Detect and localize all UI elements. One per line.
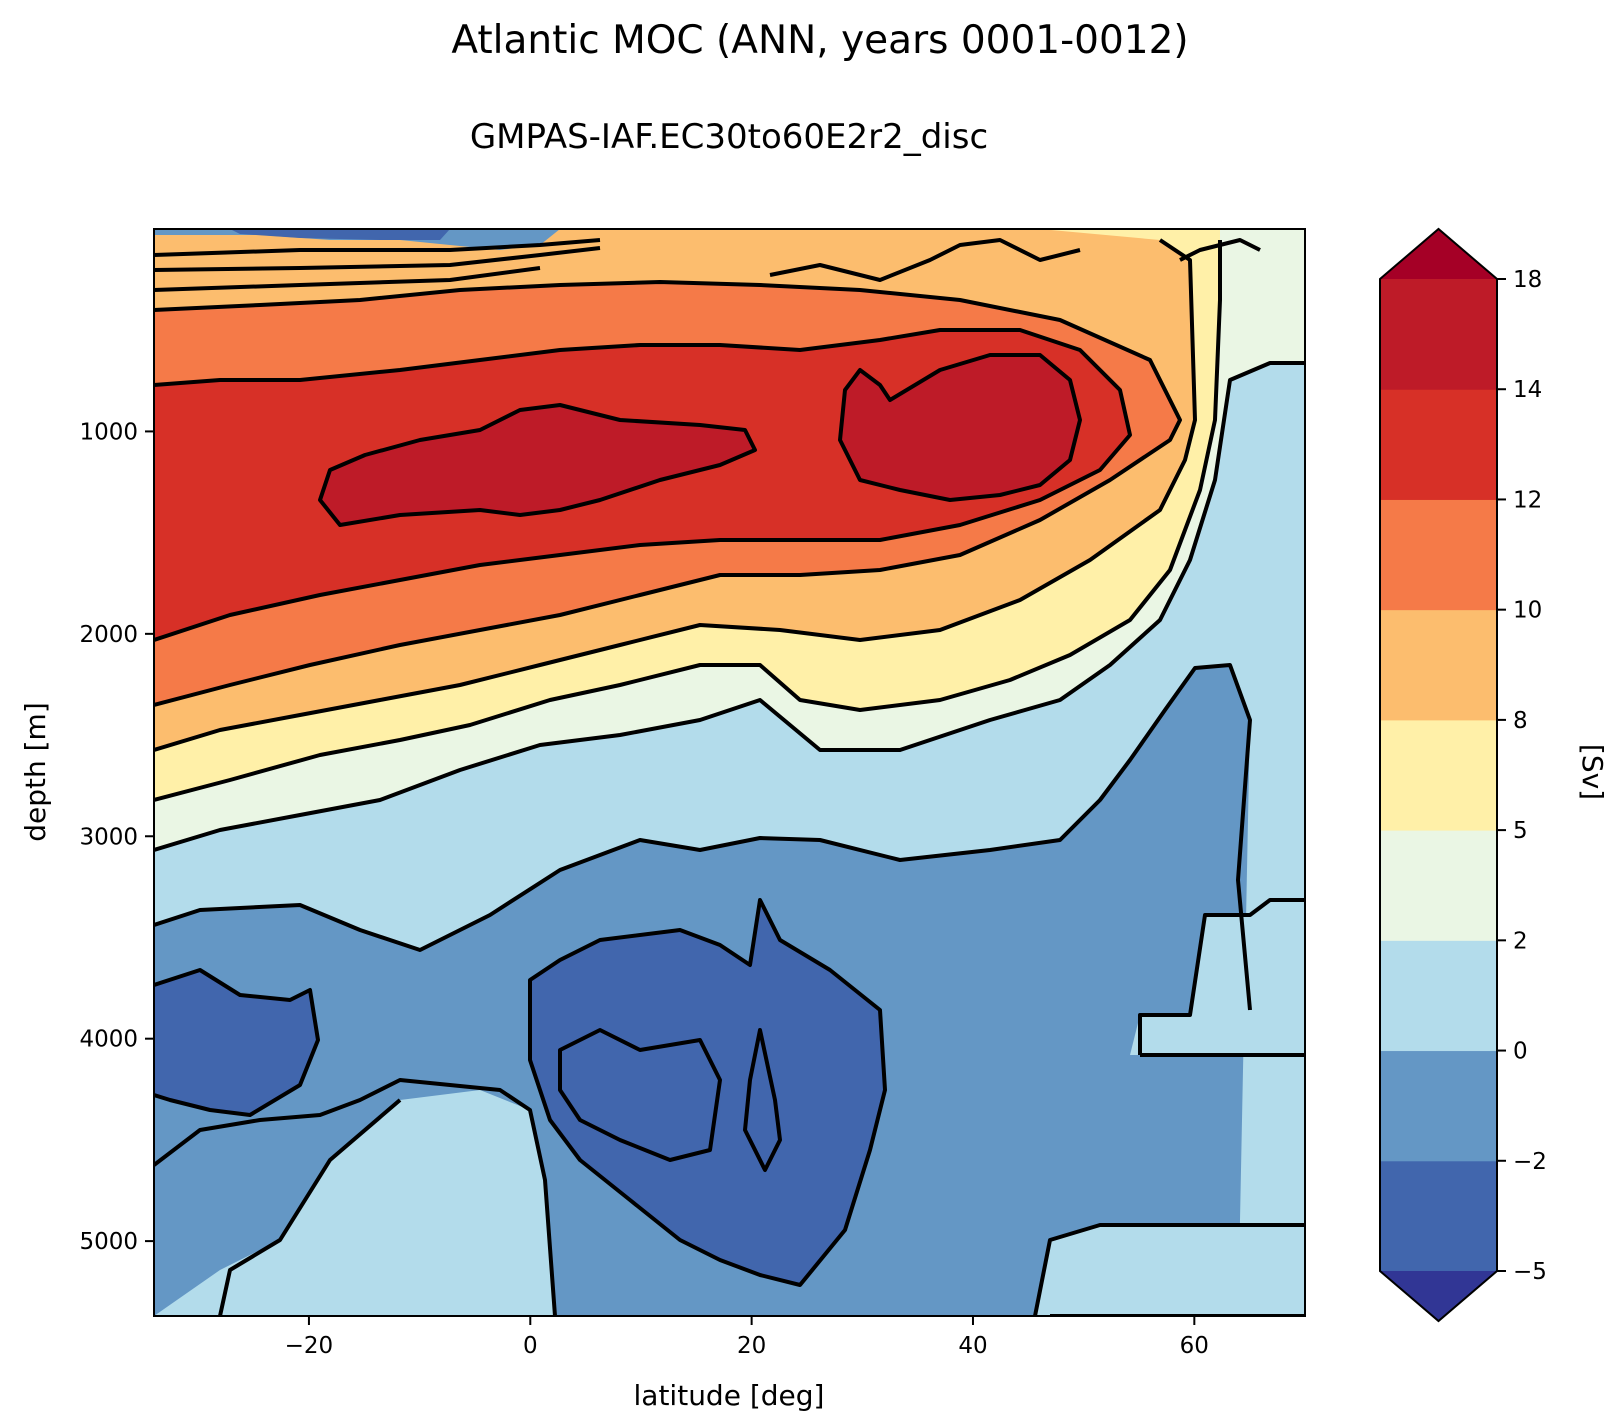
plot-area [154,229,1305,1316]
contour-line [154,968,320,1117]
colorbar-tick-label: 12 [1513,487,1542,513]
y-axis-ticks: 1000 2000 3000 4000 5000 [79,419,154,1255]
colorbar-extend-bottom [1380,1271,1497,1321]
y-tick-label: 4000 [79,1027,138,1053]
x-tick-label: 0 [523,1333,538,1359]
x-tick-label: 20 [737,1333,766,1359]
contour-line [838,353,1082,502]
x-axis-ticks: −20 0 20 40 60 [285,1316,1209,1359]
contour-line [318,403,757,527]
chart-title: Atlantic MOC (ANN, years 0001-0012) [451,18,1188,63]
contour-line [154,238,1197,752]
colorbar-label: [Sv] [1576,744,1609,800]
band-14-to-18-south [320,405,755,525]
contour-line [1138,898,1305,1055]
colorbar-band [1380,499,1497,611]
plot-frame [153,228,1306,1317]
band-0-to-2-deep-east [1035,1225,1305,1316]
contour-line [218,1098,402,1316]
colorbar-tick-label: 10 [1513,598,1542,624]
colorbar-tick-label: 5 [1513,818,1528,844]
x-axis-label: latitude [deg] [634,1379,825,1412]
colorbar-band [1380,940,1497,1052]
colorbar-tick-label: 18 [1513,267,1542,293]
contour-line [1033,1223,1305,1316]
y-tick-label: 2000 [79,622,138,648]
x-tick-label: 40 [958,1333,987,1359]
contour-line [154,280,1182,707]
contour-line [154,266,541,292]
contour-line [154,361,1305,852]
colorbar: −5 −2 0 2 5 8 10 12 14 18 [1379,227,1547,1323]
x-tick-label: 60 [1180,1333,1209,1359]
colorbar-tick-label: 0 [1513,1039,1528,1065]
band-0-to-2-deep-west [154,1090,555,1316]
contour-line [769,238,1081,282]
contour-line [154,663,1252,1011]
contour-line [558,1028,722,1162]
colorbar-band [1380,830,1497,941]
contour-line [154,246,601,272]
y-axis-label: depth [m] [19,702,52,842]
contour-line [528,898,887,1287]
contour-line [154,328,1132,642]
chart-subtitle: GMPAS-IAF.EC30to60E2r2_disc [470,117,988,157]
colorbar-band [1380,609,1497,721]
colorbar-band [1380,1050,1497,1162]
band-14-to-18-north [840,355,1080,500]
contour-line [154,240,1222,802]
colorbar-extend-top [1380,229,1497,279]
contour-line [154,1078,557,1316]
colorbar-tick-label: 14 [1513,377,1542,403]
band-surface-strong-negative [230,229,450,240]
y-tick-label: 5000 [79,1229,138,1255]
contour-lines [154,238,1305,1316]
colorbar-tick-label: −2 [1513,1149,1547,1175]
y-tick-label: 3000 [79,824,138,850]
colorbar-band [1380,279,1497,390]
contour-line [743,1028,782,1172]
x-tick-label: −20 [285,1333,334,1359]
contour-line [1179,238,1261,262]
colorbar-tick-label: 8 [1513,708,1528,734]
colorbar-band [1380,1160,1497,1272]
colorbar-tick-label: −5 [1513,1259,1547,1285]
colorbar-tick-label: 2 [1513,928,1528,954]
y-tick-label: 1000 [79,419,138,445]
contour-line [154,238,601,257]
colorbar-band [1380,389,1497,500]
colorbar-band [1380,719,1497,831]
band-minus5-to-minus2-south [154,970,318,1115]
